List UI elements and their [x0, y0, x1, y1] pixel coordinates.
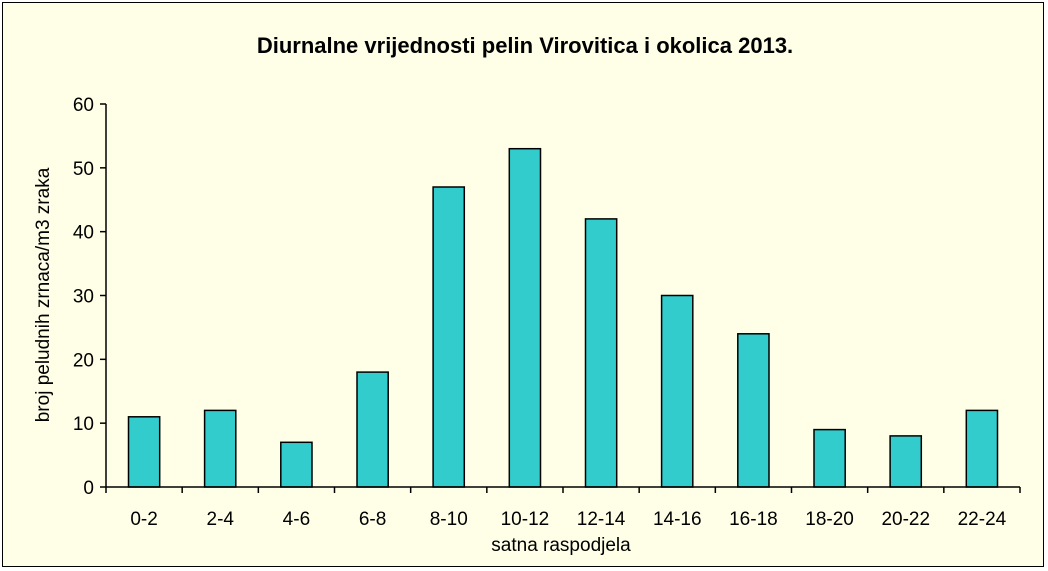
- chart-title: Diurnalne vrijednosti pelin Virovitica i…: [257, 33, 793, 58]
- y-tick-label: 40: [73, 223, 94, 244]
- y-tick-label: 20: [73, 350, 94, 371]
- x-tick-label: 8-10: [430, 509, 468, 530]
- bar-6-8: [356, 371, 389, 488]
- x-ticks-group: 0-2 2-4 4-6 6-8 8-10 10-12 12-14 14-16 16-18 18-2…: [105, 487, 1021, 530]
- y-tick-label: 0: [83, 478, 94, 499]
- y-tick-label: 30: [73, 287, 94, 308]
- bar-8-10: [432, 186, 466, 488]
- bars-group: [127, 147, 999, 488]
- bar-14-16: [660, 294, 694, 488]
- bar-18-20: [813, 428, 846, 488]
- bar-12-14: [584, 218, 618, 488]
- bar-chart: Diurnalne vrijednosti pelin Virovitica i…: [33, 33, 1021, 556]
- y-tick-label: 50: [73, 159, 94, 180]
- y-tick-label: 60: [73, 95, 94, 116]
- y-axis-label: broj peludnih zrnaca/m3 zraka: [33, 167, 54, 422]
- x-tick-label: 12-14: [577, 509, 626, 530]
- x-tick-label: 10-12: [501, 509, 550, 530]
- bar-22-24: [965, 409, 999, 488]
- y-tick-label: 10: [73, 414, 94, 435]
- x-tick-label: 20-22: [881, 509, 930, 530]
- x-tick-label: 14-16: [653, 509, 702, 530]
- bar-10-12: [508, 147, 542, 488]
- x-tick-label: 4-6: [283, 509, 310, 530]
- x-tick-label: 22-24: [958, 509, 1007, 530]
- bar-0-2: [127, 416, 161, 488]
- x-tick-label: 6-8: [359, 509, 386, 530]
- axes-group: [105, 104, 1020, 488]
- x-tick-label: 18-20: [805, 509, 854, 530]
- bar-4-6: [280, 441, 313, 488]
- bar-2-4: [203, 409, 237, 488]
- x-tick-label: 16-18: [729, 509, 778, 530]
- bar-20-22: [889, 435, 923, 488]
- x-tick-label: 0-2: [130, 509, 157, 530]
- x-axis-label: satna raspodjela: [491, 535, 631, 556]
- bar-16-18: [737, 333, 770, 488]
- x-tick-label: 2-4: [207, 509, 235, 530]
- y-ticks-group: 0 10 20 30 40 50 60: [73, 95, 106, 499]
